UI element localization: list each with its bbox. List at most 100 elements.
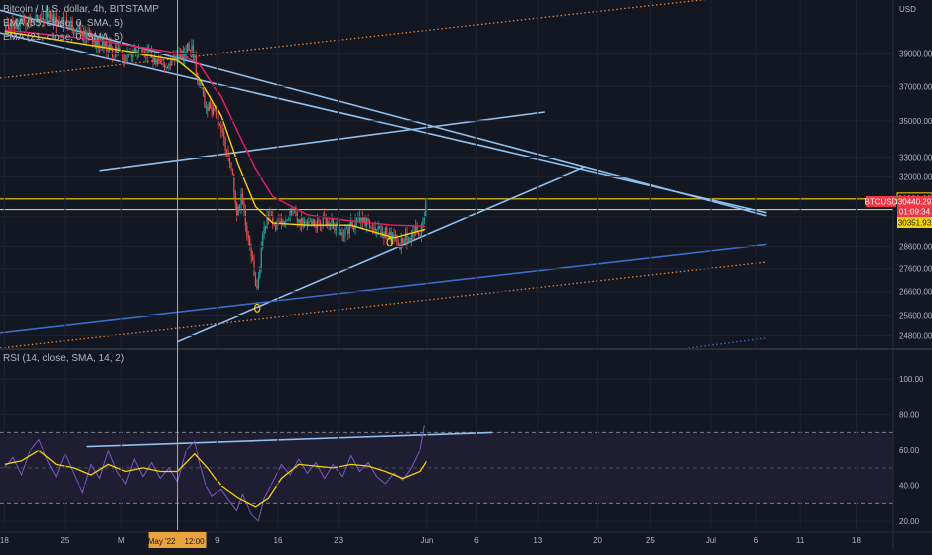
candle-body	[162, 63, 164, 65]
candle-body	[124, 61, 127, 64]
candle-body	[67, 26, 69, 28]
candle-body	[18, 26, 20, 30]
candle-body	[407, 238, 410, 244]
candle-body	[331, 218, 333, 224]
candle-body	[228, 158, 231, 164]
candle-body	[111, 49, 114, 56]
candle-body	[150, 51, 153, 57]
candle-body	[75, 27, 78, 33]
candle-body	[410, 236, 412, 240]
candle-body	[81, 31, 83, 37]
candle-body	[78, 26, 80, 30]
candle-body	[325, 215, 327, 226]
trendline	[688, 337, 767, 348]
candle-body	[341, 232, 343, 237]
candle-body	[334, 228, 336, 231]
candle-body	[48, 13, 50, 19]
candle-body	[394, 235, 397, 238]
price-tick-label: 32000.00	[899, 173, 932, 182]
rsi-title[interactable]: RSI (14, close, SMA, 14, 2)	[3, 353, 125, 364]
candle-body	[227, 151, 229, 159]
candle-body	[189, 50, 192, 52]
time-tick-label: 18	[0, 536, 9, 545]
candle-body	[13, 26, 16, 29]
candle-body	[319, 221, 322, 226]
candle-body	[87, 32, 89, 37]
candle-body	[412, 231, 414, 237]
candle-body	[133, 48, 135, 53]
candle-body	[44, 19, 46, 21]
candle-body	[58, 22, 60, 24]
candle-body	[55, 16, 57, 27]
candle-body	[188, 43, 190, 51]
candle-body	[389, 231, 391, 235]
candle-body	[159, 59, 161, 64]
chart-title[interactable]: Bitcoin / U.S. dollar, 4h, BITSTAMP	[3, 4, 159, 15]
candle-body	[399, 245, 401, 250]
price-legend: Bitcoin / U.S. dollar, 4h, BITSTAMP EMA …	[3, 3, 159, 45]
candle-body	[10, 21, 13, 29]
candle-body	[380, 227, 382, 237]
candle-body	[376, 229, 378, 231]
rsi-tick-label: 40.00	[899, 482, 920, 491]
candle-body	[282, 220, 284, 224]
candle-body	[171, 58, 173, 66]
candle-body	[83, 30, 85, 37]
candle-body	[264, 226, 267, 229]
time-tick-label: 6	[754, 536, 759, 545]
candle-body	[335, 224, 337, 231]
candle-body	[23, 17, 26, 23]
price-label-text: 30440.29	[898, 198, 932, 207]
candle-body	[101, 40, 104, 49]
candle-body	[86, 32, 88, 39]
ema55-line	[4, 29, 426, 227]
candle-body	[119, 48, 121, 51]
candle-body	[195, 55, 197, 74]
candle-body	[22, 17, 24, 21]
candle-body	[135, 48, 137, 54]
time-tick-label: 23	[334, 536, 343, 545]
candle-body	[423, 217, 425, 221]
candle-body	[49, 13, 52, 20]
trendline	[0, 243, 767, 334]
price-tick-label: 27600.00	[899, 265, 932, 274]
rsi-plot	[0, 425, 893, 523]
candle-body	[26, 23, 29, 26]
candle-body	[355, 218, 358, 221]
candle-body	[123, 53, 125, 64]
candle-body	[425, 200, 427, 218]
candle-body	[231, 169, 233, 175]
trendline	[177, 166, 585, 343]
candle-body	[230, 163, 232, 170]
swing-marker	[254, 303, 261, 313]
candle-body	[251, 256, 254, 261]
candle-body	[256, 285, 258, 289]
candle-body	[51, 14, 53, 20]
candle-body	[80, 29, 82, 32]
candle-body	[88, 32, 91, 37]
crosshair-time-label: 12:00	[185, 537, 206, 546]
candle-body	[402, 238, 404, 243]
candle-body	[38, 19, 40, 21]
ema55-legend[interactable]: EMA (55, close, 0, SMA, 5)	[3, 18, 124, 29]
candle-body	[29, 18, 31, 21]
candle-body	[378, 226, 381, 228]
time-tick-label: 6	[474, 536, 479, 545]
candle-body	[250, 247, 252, 257]
candle-body	[234, 192, 236, 203]
candle-body	[240, 193, 242, 208]
candle-body	[417, 231, 420, 235]
candle-body	[97, 39, 99, 49]
candle-body	[354, 220, 356, 230]
candle-body	[324, 215, 326, 217]
candle-body	[152, 56, 154, 63]
candle-body	[140, 47, 143, 50]
candle-body	[74, 29, 76, 33]
candle-body	[90, 32, 92, 36]
candle-body	[322, 215, 324, 225]
candle-body	[106, 41, 108, 52]
candle-body	[169, 63, 171, 66]
ema21-legend[interactable]: EMA (21, close, 0, SMA, 5)	[3, 32, 124, 43]
